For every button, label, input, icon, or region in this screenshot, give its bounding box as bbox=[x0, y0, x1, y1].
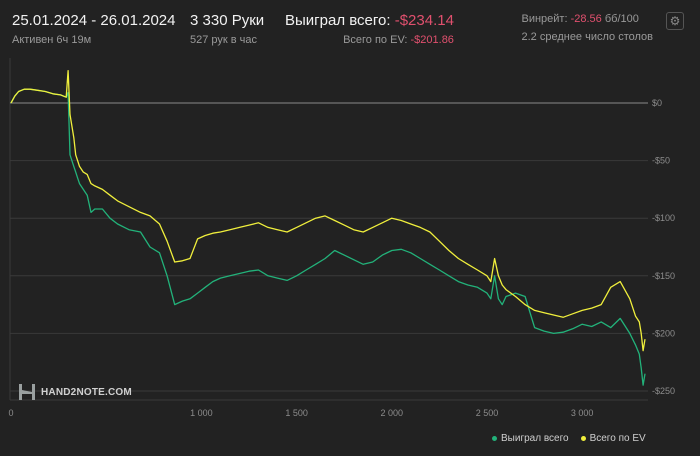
won-total: Выиграл всего: -$234.14 bbox=[285, 12, 454, 29]
x-axis: 0 1 000 1 500 2 000 2 500 3 000 bbox=[8, 408, 593, 418]
y-axis: $0 -$50 -$100 -$150 -$200 -$250 bbox=[652, 98, 675, 396]
hand2note-logo-icon bbox=[19, 384, 35, 400]
y-tick-label: -$50 bbox=[652, 156, 670, 166]
legend-dot-won bbox=[492, 436, 497, 441]
x-tick-label: 1 500 bbox=[285, 408, 308, 418]
winrate-value: -28.56 bbox=[570, 13, 602, 25]
gear-icon: ⚙ bbox=[669, 14, 681, 28]
won-value: -$234.14 bbox=[394, 12, 454, 29]
winrate-label: Винрейт: bbox=[521, 13, 568, 25]
legend-item-ev[interactable]: Всего по EV bbox=[580, 433, 646, 444]
x-tick-label: 2 500 bbox=[476, 408, 499, 418]
settings-button[interactable]: ⚙ bbox=[666, 12, 684, 30]
chart-legend: Выиграл всего Всего по EV bbox=[492, 433, 658, 444]
won-label: Выиграл всего: bbox=[285, 12, 391, 29]
ev-total: Всего по EV: -$201.86 bbox=[285, 34, 454, 46]
legend-dot-ev bbox=[580, 436, 586, 441]
winrate-unit: бб/100 bbox=[604, 13, 639, 25]
hand2note-logo: HAND2NOTE.COM bbox=[18, 383, 132, 401]
y-tick-label: -$150 bbox=[652, 271, 675, 281]
series-line-won bbox=[10, 88, 646, 386]
legend-item-won[interactable]: Выиграл всего bbox=[492, 433, 569, 444]
ev-value: -$201.86 bbox=[410, 34, 454, 46]
chart-series bbox=[10, 70, 646, 386]
y-tick-label: $0 bbox=[652, 98, 662, 108]
hands-block: 3 330 Руки 527 рук в час bbox=[190, 12, 264, 46]
y-tick-label: -$100 bbox=[652, 213, 675, 223]
hands-per-hour: 527 рук в час bbox=[190, 34, 258, 46]
session-block: 25.01.2024 - 26.01.2024 Активен 6ч 19м bbox=[12, 12, 175, 46]
logo-text: HAND2NOTE.COM bbox=[41, 386, 132, 398]
x-tick-label: 2 000 bbox=[381, 408, 404, 418]
date-range: 25.01.2024 - 26.01.2024 bbox=[12, 12, 176, 29]
winnings-block: Выиграл всего: -$234.14 Всего по EV: -$2… bbox=[285, 12, 454, 46]
winrate-block: Винрейт: -28.56 бб/100 2.2 среднее число… bbox=[521, 13, 653, 43]
active-time: Активен 6ч 19м bbox=[12, 34, 92, 46]
stats-header: 25.01.2024 - 26.01.2024 Активен 6ч 19м 3… bbox=[0, 0, 700, 52]
x-tick-label: 1 000 bbox=[190, 408, 213, 418]
legend-label-won: Выиграл всего bbox=[501, 433, 569, 444]
y-tick-label: -$250 bbox=[652, 386, 675, 396]
hands-count: 3 330 Руки bbox=[190, 12, 265, 29]
y-tick-label: -$200 bbox=[652, 328, 675, 338]
winrate: Винрейт: -28.56 бб/100 bbox=[521, 13, 653, 25]
legend-label-ev: Всего по EV bbox=[589, 433, 646, 444]
avg-tables: 2.2 среднее число столов bbox=[521, 31, 653, 43]
series-line-ev bbox=[10, 70, 646, 352]
x-tick-label: 0 bbox=[8, 408, 13, 418]
x-tick-label: 3 000 bbox=[571, 408, 594, 418]
ev-label: Всего по EV: bbox=[343, 34, 408, 46]
chart-grid bbox=[9, 58, 648, 401]
